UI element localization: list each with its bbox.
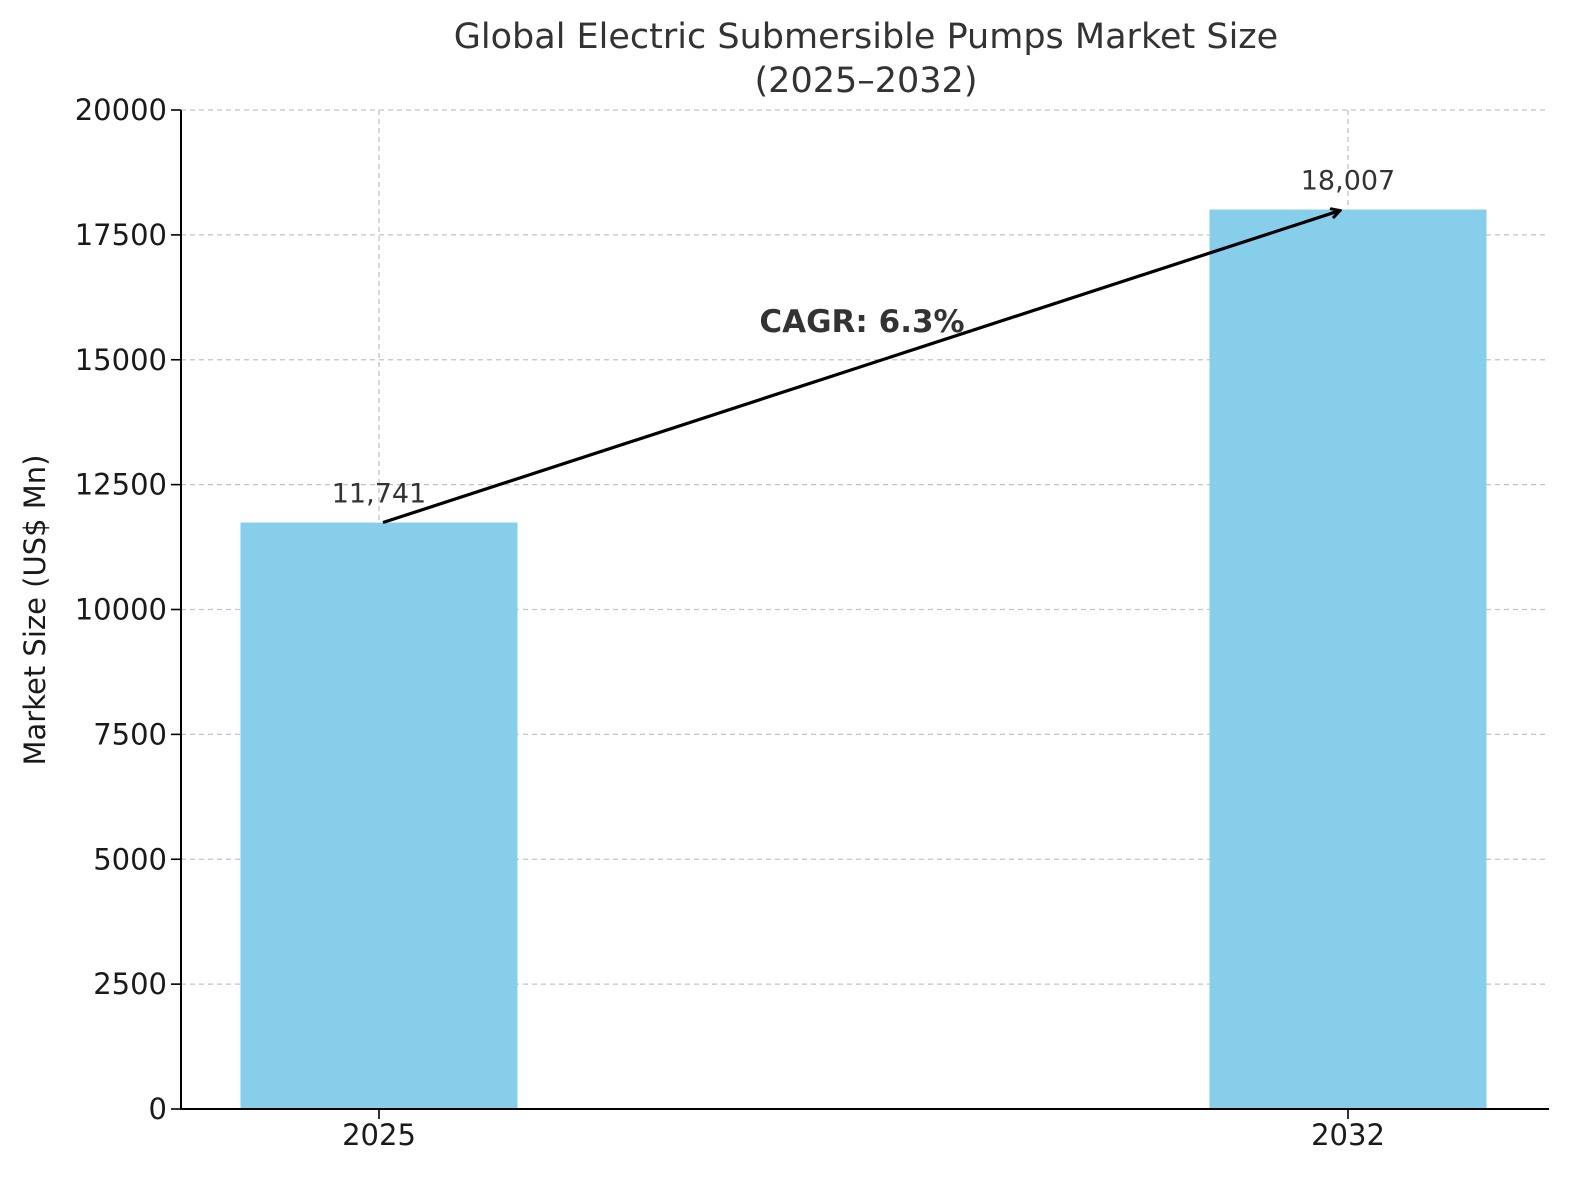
x-tick-label: 2025 — [342, 1118, 416, 1152]
cagr-label: CAGR: 6.3% — [759, 304, 964, 340]
x-tick-label: 2032 — [1311, 1118, 1385, 1152]
y-tick-label: 12500 — [75, 468, 167, 502]
chart-title: Global Electric Submersible Pumps Market… — [454, 17, 1278, 57]
bar-value-label: 11,741 — [332, 479, 426, 510]
y-tick-label: 20000 — [75, 93, 167, 127]
x-ticks: 2025 2032 — [342, 1109, 1385, 1152]
y-tick-label: 10000 — [75, 593, 167, 627]
cagr-arrow — [382, 211, 1340, 525]
y-axis-label: Market Size (US$ Mn) — [18, 455, 52, 766]
chart-subtitle: (2025–2032) — [755, 61, 978, 101]
bar-2032 — [1209, 209, 1487, 1109]
y-tick-label: 2500 — [93, 967, 167, 1001]
bar-value-label: 18,007 — [1301, 166, 1395, 197]
data-labels: 11,741 18,007 — [332, 166, 1395, 510]
bar-2025 — [240, 522, 518, 1109]
y-tick-label: 0 — [149, 1092, 167, 1126]
bars — [240, 209, 1487, 1109]
y-tick-label: 17500 — [75, 218, 167, 252]
y-tick-label: 7500 — [93, 717, 167, 751]
y-tick-label: 5000 — [93, 842, 167, 876]
y-ticks: 0 2500 5000 7500 10000 12500 15000 17500 20000 — [75, 93, 181, 1126]
y-tick-label: 15000 — [75, 343, 167, 377]
